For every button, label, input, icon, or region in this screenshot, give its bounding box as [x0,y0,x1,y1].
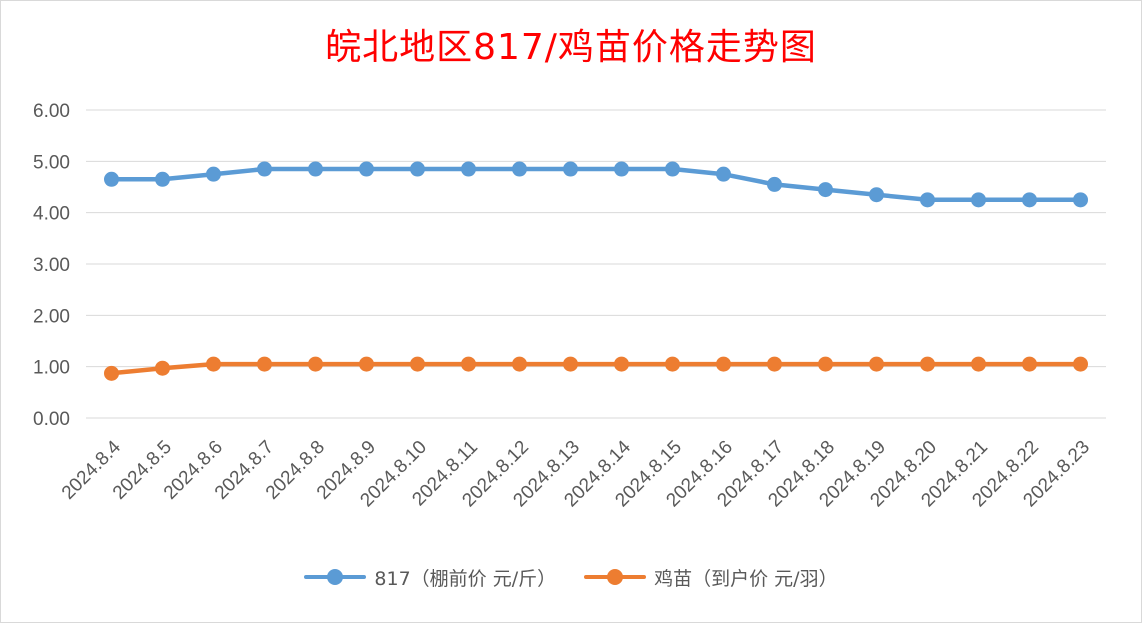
data-point [461,356,476,372]
y-tick-label: 3.00 [33,255,70,276]
data-point [155,171,170,187]
data-point [920,356,935,372]
y-tick-label: 6.00 [33,101,70,122]
data-point [512,161,527,177]
data-point [767,176,782,192]
data-point [716,166,731,182]
data-point [614,356,629,372]
data-point [1022,356,1037,372]
data-point [410,161,425,177]
series-line-1 [109,361,1083,376]
data-point [614,161,629,177]
y-tick-label: 5.00 [33,152,70,173]
legend-marker-chick [584,562,647,592]
legend-item-817: 817（棚前价 元/斤） [304,562,556,592]
y-tick-label: 2.00 [33,306,70,327]
legend-item-chick: 鸡苗（到户价 元/羽） [584,562,838,592]
data-point [971,356,986,372]
legend-marker-817 [304,562,367,592]
data-point [716,356,731,372]
data-point [308,161,323,177]
data-point [665,161,680,177]
data-point [512,356,527,372]
data-point [1073,192,1088,208]
data-point [410,356,425,372]
data-point [155,360,170,376]
series-line-0 [109,166,1083,203]
data-point [206,356,221,372]
data-point [665,356,680,372]
y-tick-label: 4.00 [33,204,70,225]
data-point [359,356,374,372]
data-point [104,171,119,187]
data-point [206,166,221,182]
data-point [257,356,272,372]
y-tick-label: 0.00 [33,409,70,430]
data-point [767,356,782,372]
data-point [869,356,884,372]
data-point [818,356,833,372]
data-point [461,161,476,177]
data-point [257,161,272,177]
data-point [920,192,935,208]
data-point [869,187,884,203]
data-point [971,192,986,208]
data-point [563,161,578,177]
data-point [1022,192,1037,208]
legend-label-817: 817（棚前价 元/斤） [374,567,557,590]
data-point [563,356,578,372]
data-point [359,161,374,177]
data-point [308,356,323,372]
data-point [818,182,833,198]
y-tick-label: 1.00 [33,358,70,379]
data-point [1073,356,1088,372]
data-point [104,365,119,381]
chart-title: 皖北地区817/鸡苗价格走势图 [325,27,817,68]
legend: 817（棚前价 元/斤） 鸡苗（到户价 元/羽） [0,562,1142,592]
legend-label-chick: 鸡苗（到户价 元/羽） [654,567,838,590]
